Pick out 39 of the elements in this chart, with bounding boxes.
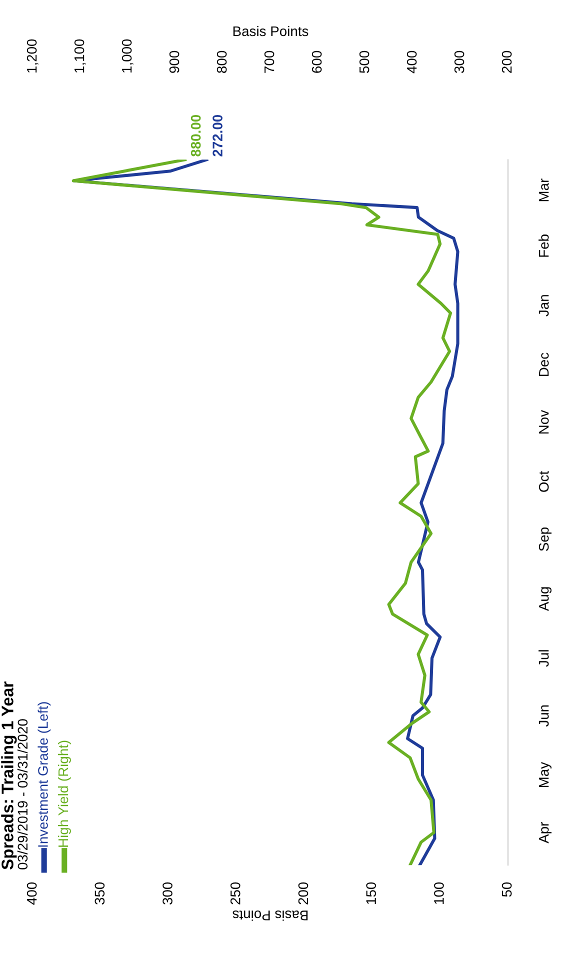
x2-tick-label: 200 — [502, 50, 512, 73]
y-tick-label: Oct — [538, 471, 549, 492]
y-tick-label: May — [539, 762, 552, 788]
y-tick-label: Jan — [539, 295, 549, 316]
x2-axis-title: Basis Points — [233, 26, 308, 36]
text: 03/29/2019 - 03/31/2020 — [17, 719, 28, 870]
x-tick-label: 150 — [366, 882, 376, 904]
x2-tick-label: 1,200 — [26, 39, 38, 72]
data-label: 880.00 — [190, 114, 201, 156]
x2-tick-label: 400 — [406, 50, 417, 74]
y-tick-label: Nov — [539, 410, 549, 434]
x-tick-label: 350 — [94, 882, 105, 904]
x2-tick-label: 700 — [264, 50, 274, 73]
y-tick-label: Dec — [539, 352, 549, 376]
data-label: 272.00 — [212, 114, 222, 156]
x-axis-title: Basis Points — [232, 910, 308, 921]
text: Investment Grade (Left) — [38, 702, 51, 847]
text: High Yield (Right) — [58, 740, 71, 847]
x2-tick-label: 300 — [454, 50, 464, 74]
y-tick-label: Feb — [538, 234, 549, 257]
y-tick-label: Mar — [539, 178, 549, 202]
x2-tick-label: 1,100 — [74, 39, 86, 72]
y-tick-label: Sep — [538, 527, 552, 551]
x2-tick-label: 1,000 — [122, 39, 134, 72]
x-tick-label: 400 — [26, 882, 37, 905]
x2-tick-label: 500 — [359, 50, 370, 73]
x2-tick-label: 900 — [169, 50, 180, 73]
x-tick-label: 50 — [502, 882, 512, 897]
text: Spreads: Trailing 1 Year — [1, 682, 17, 870]
x-tick-label: 300 — [162, 882, 172, 904]
x2-tick-label: 600 — [312, 50, 322, 73]
x2-tick-label: 800 — [216, 50, 227, 73]
y-tick-label: Jul — [538, 650, 549, 667]
x-tick-label: 250 — [230, 882, 240, 904]
x-tick-label: 100 — [434, 882, 444, 904]
y-tick-label: Aug — [539, 587, 552, 612]
x-tick-label: 200 — [298, 882, 308, 904]
y-tick-label: Apr — [539, 822, 552, 844]
y-tick-label: Jun — [539, 705, 549, 727]
